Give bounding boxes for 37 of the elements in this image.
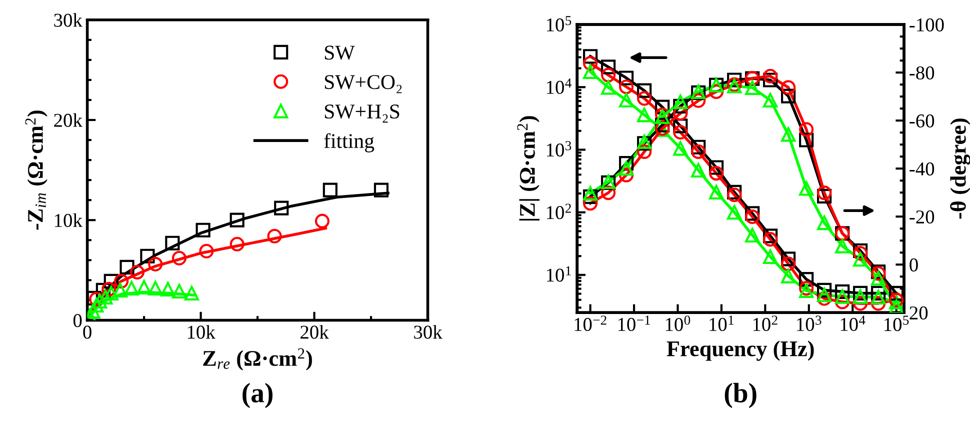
text: (a): [242, 382, 273, 408]
x-tick-label: 20k: [300, 325, 329, 339]
y-tick-label: 10$^{5}$: [546, 16, 572, 32]
x-tick-label: 10$^{3}$: [797, 316, 822, 332]
legend-label: SW: [324, 46, 355, 60]
x-tick-label: 10$^{2}$: [753, 316, 778, 332]
y-axis-title: |Z| (Ω·cm$^{2}$): [517, 116, 540, 220]
x-tick-label: 10$^{0}$: [666, 316, 690, 332]
legend-label: SW+H₂S: [324, 104, 400, 123]
y2-tick-label: -40: [910, 162, 934, 176]
x-tick-label: 10$^{−1}$: [618, 316, 650, 332]
y-axis-title: -Z$_{im}$ (Ω·cm$^{2}$): [25, 110, 48, 230]
y-tick-label: 10$^{2}$: [546, 204, 571, 220]
y-tick-label: 10k: [54, 213, 82, 228]
y-tick-label: 30k: [54, 13, 82, 27]
y-tick-label: 10$^{4}$: [546, 78, 572, 94]
legend-label: fitting: [324, 133, 374, 152]
y2-tick-label: -60: [910, 114, 934, 128]
x-tick-label: 10$^{4}$: [840, 316, 866, 331]
y-tick-label: 10$^{1}$: [546, 266, 571, 282]
y2-tick-label: -80: [910, 66, 934, 80]
text: (b): [724, 382, 756, 408]
x-tick-label: 10k: [188, 325, 216, 339]
x-axis-title: Z$_{re}$ (Ω·cm$^{2}$): [203, 348, 312, 370]
x-tick-label: 0: [83, 326, 92, 339]
x-tick-label: 10$^{5}$: [884, 316, 909, 332]
x-tick-label: 10$^{1}$: [710, 316, 734, 332]
y2-tick-label: -20: [910, 210, 934, 224]
legend-label: SW+CO₂: [324, 75, 402, 94]
x-axis-title: Frequency (Hz): [666, 340, 814, 361]
y2-tick-label: 0: [910, 258, 918, 272]
y2-tick-label: -100: [910, 18, 944, 32]
y-tick-label: 10$^{3}$: [546, 141, 572, 157]
y2-tick-label: 20: [910, 306, 928, 320]
x-tick-label: 10$^{−2}$: [574, 316, 606, 332]
y-tick-label: 20k: [54, 113, 82, 127]
x-tick-label: 30k: [414, 325, 442, 339]
